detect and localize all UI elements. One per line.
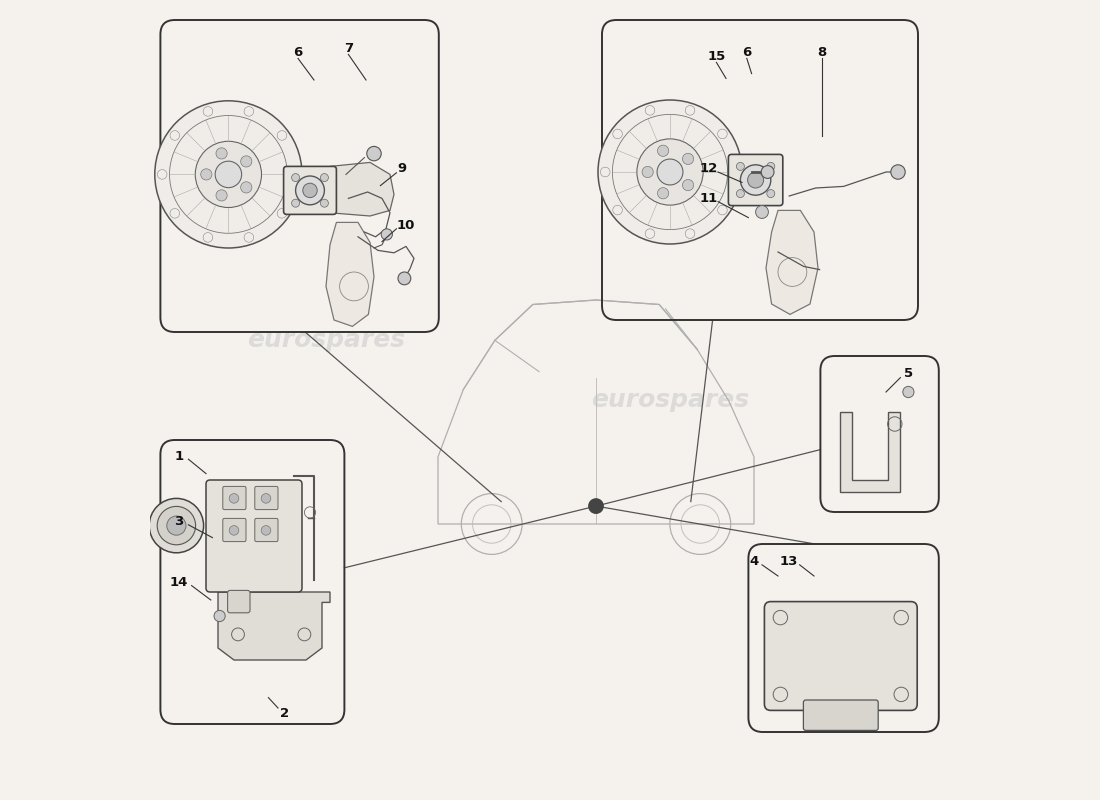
- FancyBboxPatch shape: [223, 486, 246, 510]
- Circle shape: [903, 386, 914, 398]
- Ellipse shape: [157, 506, 196, 545]
- Circle shape: [736, 190, 745, 198]
- Circle shape: [200, 169, 212, 180]
- Circle shape: [891, 165, 905, 179]
- Circle shape: [637, 139, 703, 205]
- FancyBboxPatch shape: [255, 486, 278, 510]
- Circle shape: [767, 162, 774, 170]
- Polygon shape: [766, 210, 818, 314]
- Text: 3: 3: [174, 515, 184, 528]
- Circle shape: [241, 182, 252, 193]
- FancyBboxPatch shape: [228, 590, 250, 613]
- Circle shape: [229, 526, 239, 535]
- Text: 8: 8: [817, 46, 826, 58]
- Text: 7: 7: [344, 42, 353, 54]
- Circle shape: [261, 494, 271, 503]
- Circle shape: [155, 101, 302, 248]
- Text: 13: 13: [779, 555, 798, 568]
- Circle shape: [736, 162, 745, 170]
- FancyBboxPatch shape: [223, 518, 246, 542]
- Circle shape: [320, 199, 329, 207]
- Polygon shape: [218, 592, 330, 660]
- Circle shape: [302, 183, 317, 198]
- Text: 14: 14: [169, 576, 188, 589]
- Text: 2: 2: [279, 707, 289, 720]
- Text: 5: 5: [904, 367, 913, 380]
- Text: eurospares: eurospares: [246, 328, 405, 352]
- Polygon shape: [326, 222, 374, 326]
- Circle shape: [748, 172, 763, 188]
- Circle shape: [658, 145, 669, 156]
- Circle shape: [657, 159, 683, 185]
- Circle shape: [196, 142, 262, 207]
- Circle shape: [167, 516, 186, 535]
- Circle shape: [366, 146, 382, 161]
- Circle shape: [296, 176, 324, 205]
- Text: 15: 15: [707, 50, 726, 62]
- Circle shape: [756, 206, 769, 218]
- FancyBboxPatch shape: [255, 518, 278, 542]
- Circle shape: [216, 148, 228, 159]
- Circle shape: [382, 229, 393, 240]
- Text: 1: 1: [174, 450, 184, 462]
- Circle shape: [642, 166, 653, 178]
- Circle shape: [229, 494, 239, 503]
- FancyBboxPatch shape: [284, 166, 337, 214]
- Circle shape: [598, 100, 743, 244]
- Circle shape: [320, 174, 329, 182]
- Circle shape: [740, 165, 771, 195]
- Circle shape: [767, 190, 774, 198]
- Text: 11: 11: [700, 192, 717, 205]
- Circle shape: [241, 156, 252, 167]
- Text: 6: 6: [294, 46, 302, 58]
- FancyBboxPatch shape: [206, 480, 302, 592]
- Text: 12: 12: [700, 162, 717, 174]
- Text: 9: 9: [397, 162, 407, 174]
- Circle shape: [216, 161, 242, 188]
- Circle shape: [214, 610, 225, 622]
- Text: 4: 4: [749, 555, 759, 568]
- Circle shape: [398, 272, 410, 285]
- Polygon shape: [840, 412, 901, 492]
- Ellipse shape: [150, 498, 204, 553]
- Circle shape: [588, 499, 603, 514]
- Text: 10: 10: [397, 219, 415, 232]
- Circle shape: [216, 190, 228, 201]
- Circle shape: [682, 154, 694, 165]
- Circle shape: [292, 199, 299, 207]
- Text: 6: 6: [742, 46, 751, 58]
- Circle shape: [261, 526, 271, 535]
- Circle shape: [292, 174, 299, 182]
- Polygon shape: [330, 162, 394, 216]
- FancyBboxPatch shape: [728, 154, 783, 206]
- Circle shape: [658, 188, 669, 199]
- FancyBboxPatch shape: [764, 602, 917, 710]
- Text: eurospares: eurospares: [591, 388, 749, 412]
- Circle shape: [761, 166, 774, 178]
- FancyBboxPatch shape: [803, 700, 878, 730]
- Circle shape: [682, 179, 694, 190]
